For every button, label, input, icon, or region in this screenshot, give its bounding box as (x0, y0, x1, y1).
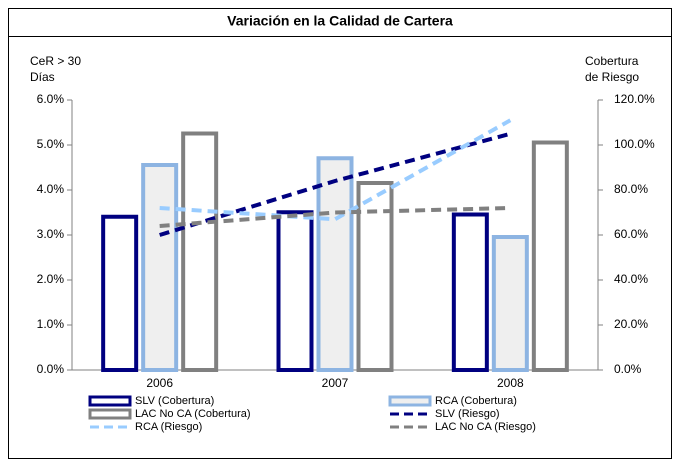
y2-tick-label: 100.0% (614, 137, 655, 151)
bar (356, 181, 394, 372)
legend-label: SLV (Riesgo) (435, 408, 500, 420)
y2-tick-label: 120.0% (614, 92, 655, 106)
y2-tick-label: 0.0% (614, 362, 642, 376)
legend-label: LAC No CA (Riesgo) (435, 421, 536, 433)
y-tick-label: 2.0% (37, 272, 65, 286)
x-tick-label: 2007 (322, 376, 349, 390)
bar (451, 212, 489, 372)
y-axis-label: CeR > 30 (30, 54, 81, 68)
line (159, 118, 512, 222)
bar (101, 214, 139, 372)
legend-label: SLV (Cobertura) (135, 395, 214, 407)
bar (181, 131, 219, 372)
bar (141, 163, 179, 372)
y2-tick-label: 20.0% (614, 317, 648, 331)
y-tick-label: 1.0% (37, 317, 65, 331)
y-tick-label: 5.0% (37, 137, 65, 151)
bar (276, 210, 314, 372)
bar (316, 156, 354, 372)
legend-label: LAC No CA (Cobertura) (135, 408, 251, 420)
line (159, 206, 511, 228)
chart-title: Variación en la Calidad de Cartera (227, 13, 453, 29)
y2-axis-label: Cobertura (585, 54, 639, 68)
y2-tick-label: 80.0% (614, 182, 648, 196)
bar (531, 140, 569, 372)
legend-swatch (388, 395, 432, 407)
y-tick-label: 6.0% (37, 92, 65, 106)
x-tick-label: 2006 (146, 376, 173, 390)
legend-label: RCA (Riesgo) (135, 421, 202, 433)
line (159, 131, 511, 237)
y-tick-label: 3.0% (37, 227, 65, 241)
legend-swatch (88, 395, 132, 407)
x-tick-label: 2008 (497, 376, 524, 390)
legend-label: RCA (Cobertura) (435, 395, 517, 407)
y2-axis-label: de Riesgo (585, 70, 639, 84)
y-tick-label: 0.0% (37, 362, 65, 376)
bar (491, 235, 529, 372)
y-axis-label: Días (30, 70, 55, 84)
y-tick-label: 4.0% (37, 182, 65, 196)
y2-tick-label: 60.0% (614, 227, 648, 241)
y2-tick-label: 40.0% (614, 272, 648, 286)
legend-swatch (88, 408, 132, 420)
